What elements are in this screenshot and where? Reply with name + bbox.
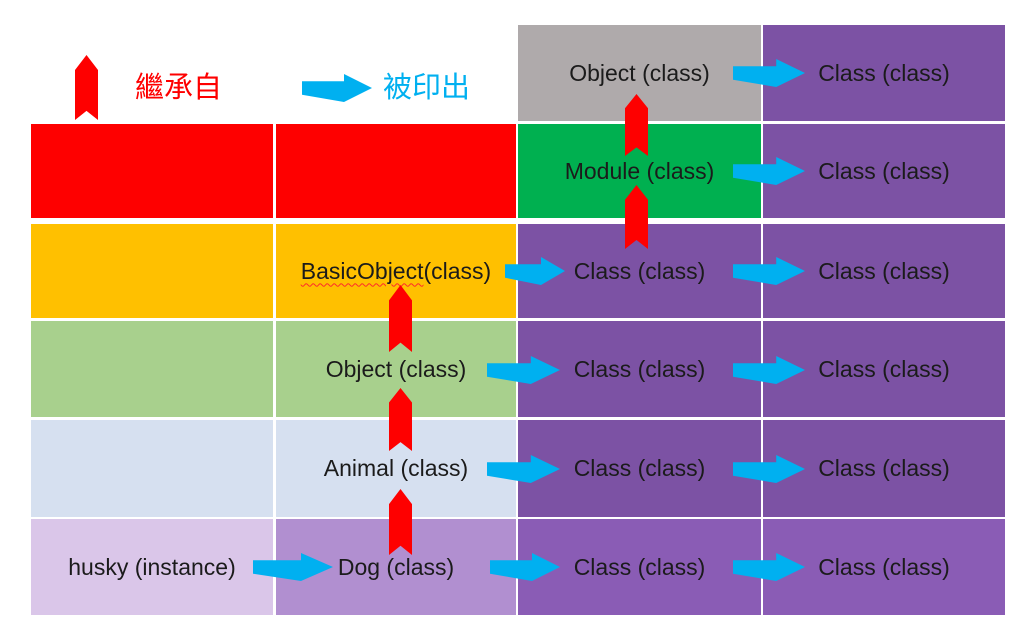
gold-band-cell-left: [31, 224, 273, 318]
object-class-label: Object (class): [325, 355, 467, 382]
module-class-label: Module (class): [564, 157, 715, 184]
class-class-label-r4a: Class (class): [573, 355, 706, 382]
class-class-label-r4b: Class (class): [818, 355, 950, 382]
blue-band-cell-left: [31, 420, 273, 517]
red-band-cell-right: [276, 124, 516, 218]
legend-printed-arrow-icon: [302, 74, 372, 102]
basicobject-suffix: (class): [423, 257, 492, 284]
animal-to-object-inherit-arrow-icon: [389, 388, 412, 451]
class-class-cell-r2: Class (class): [763, 124, 1005, 218]
husky-instance-label: husky (instance): [68, 553, 236, 580]
class-class-label-r1: Class (class): [818, 59, 950, 86]
object-class-top-label: Object (class): [569, 59, 710, 86]
class-class-label-r2: Class (class): [818, 157, 950, 184]
legend-inherits-label: 繼承自: [135, 72, 223, 104]
legend-printed-label: 被印出: [383, 72, 471, 104]
legend-inherits-arrow-icon: [75, 55, 98, 120]
module-to-object-inherit-arrow-icon: [625, 94, 648, 156]
class-class-cell-r4a: Class (class): [518, 321, 761, 417]
husky-instance-cell: husky (instance): [31, 519, 273, 615]
red-band-cell-left: [31, 124, 273, 218]
animal-class-label: Animal (class): [323, 455, 469, 481]
dog-class-label: Dog (class): [337, 553, 455, 580]
green-band-cell-left: [31, 321, 273, 417]
object-to-basicobject-inherit-arrow-icon: [389, 285, 412, 352]
class-class-label-r6b: Class (class): [818, 553, 950, 580]
basicobject-class-cell: BasicObject (class): [276, 224, 516, 318]
class-class-label-r5a: Class (class): [573, 455, 706, 481]
class-class-label-r3b: Class (class): [818, 257, 950, 284]
class-class-label-r3a: Class (class): [573, 257, 706, 284]
class-class-label-r6a: Class (class): [573, 553, 706, 580]
basicobject-word: BasicObject: [300, 257, 424, 284]
dog-to-animal-inherit-arrow-icon: [389, 489, 412, 555]
class-class-cell-r4b: Class (class): [763, 321, 1005, 417]
class-class-label-r5b: Class (class): [818, 455, 950, 481]
class-to-module-inherit-arrow-icon: [625, 185, 648, 249]
